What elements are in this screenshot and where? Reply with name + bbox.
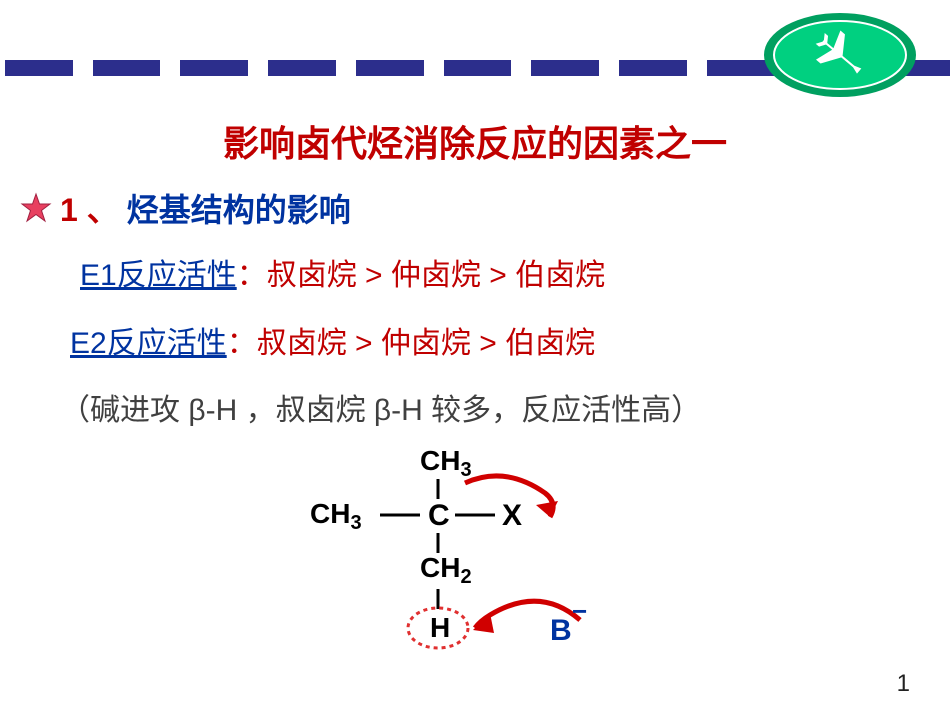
airplane-badge [760, 10, 920, 100]
page-title: 影响卤代烃消除反应的因素之一 [0, 115, 950, 167]
section-header: 1 、 烃基结构的影响 [20, 185, 351, 231]
dash [180, 60, 248, 76]
e1-label: E1反应活性 [80, 259, 237, 292]
e2-reactivity-line: E2反应活性：叔卤烷 > 仲卤烷 > 伯卤烷 [70, 318, 595, 362]
molecular-structure-diagram: CH3 CH3 C X CH2 H B − [290, 445, 670, 665]
star-icon [20, 192, 52, 224]
ch3-top-label: CH3 [420, 445, 472, 481]
e2-order: 叔卤烷 > 仲卤烷 > 伯卤烷 [257, 327, 595, 360]
note-text: （碱进攻 β-H ，叔卤烷 β-H 较多，反应活性高） [60, 385, 701, 429]
dash [5, 60, 73, 76]
dash [356, 60, 424, 76]
section-title: 烃基结构的影响 [127, 185, 351, 231]
c-center-label: C [428, 499, 450, 532]
dash [268, 60, 336, 76]
x-label: X [502, 499, 522, 532]
dash [93, 60, 161, 76]
h-label: H [430, 612, 450, 643]
e1-order: 叔卤烷 > 仲卤烷 > 伯卤烷 [267, 259, 605, 292]
ch2-label: CH2 [420, 552, 472, 588]
e2-label: E2反应活性 [70, 327, 227, 360]
dash [619, 60, 687, 76]
ch3-left-label: CH3 [310, 498, 362, 534]
section-number: 1 、 [60, 185, 119, 231]
base-label: B [550, 614, 572, 647]
dash [531, 60, 599, 76]
minus-charge: − [572, 596, 587, 626]
dash [444, 60, 512, 76]
e1-reactivity-line: E1反应活性：叔卤烷 > 仲卤烷 > 伯卤烷 [80, 250, 605, 294]
colon: ： [227, 327, 257, 360]
page-number: 1 [897, 670, 910, 698]
colon: ： [237, 259, 267, 292]
